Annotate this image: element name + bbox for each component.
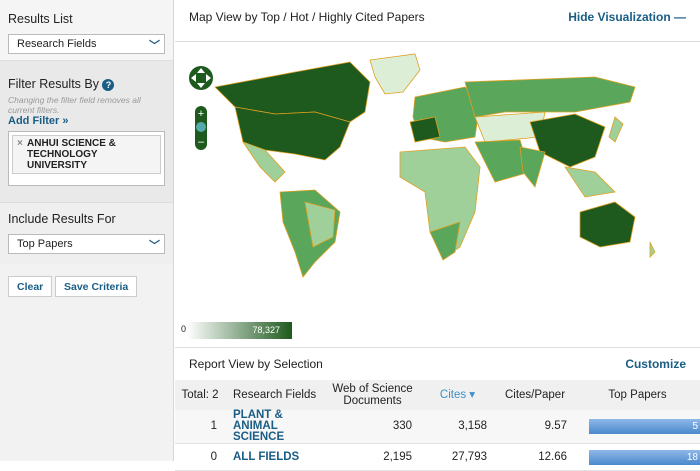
remove-icon[interactable]: × (17, 138, 23, 149)
col-cites[interactable]: Cites ▾ (420, 380, 495, 410)
divider (175, 41, 700, 42)
row-cites: 3,158 (420, 410, 495, 444)
include-label: Include Results For (8, 212, 116, 226)
top-papers-bar: 5 (589, 419, 700, 434)
report-title: Report View by Selection (189, 357, 323, 371)
legend-bar: 78,327 (187, 322, 292, 339)
legend-max: 78,327 (252, 325, 280, 335)
results-list-select[interactable]: Research Fields ﹀ (8, 34, 165, 54)
row-rank: 1 (175, 410, 225, 444)
clear-button[interactable]: Clear (8, 276, 53, 297)
filter-note: Changing the filter field removes all cu… (8, 95, 141, 115)
customize-link[interactable]: Customize (625, 357, 686, 371)
filter-box: × ANHUI SCIENCE & TECHNOLOGY UNIVERSITY (8, 131, 165, 186)
minus-icon: — (674, 10, 686, 24)
globe-icon (196, 122, 206, 132)
add-filter-link[interactable]: Add Filter » (8, 115, 69, 127)
row-cpp: 12.66 (495, 443, 575, 471)
col-documents[interactable]: Web of Science Documents (325, 380, 420, 410)
top-papers-value: 18 (686, 451, 698, 463)
main: Map View by Top / Hot / Highly Cited Pap… (175, 0, 700, 471)
map-mexico (241, 141, 286, 183)
col-cites-per-paper[interactable]: Cites/Paper (495, 380, 575, 410)
zoom-in-icon: + (198, 108, 204, 120)
results-list-value: Research Fields (17, 38, 97, 50)
map-japan (608, 116, 624, 143)
map-title: Map View by Top / Hot / Highly Cited Pap… (189, 10, 425, 24)
results-list-section: Results List Research Fields ﹀ (0, 0, 173, 60)
filter-chip: × ANHUI SCIENCE & TECHNOLOGY UNIVERSITY (12, 135, 161, 174)
table-row: 0 ALL FIELDS 2,195 27,793 12.66 18 (175, 443, 700, 471)
map-southeast-asia (564, 166, 616, 198)
map-western-europe (409, 116, 441, 143)
question-circle-icon[interactable]: ? (102, 79, 115, 91)
map-southern-africa (429, 221, 461, 261)
col-research-fields[interactable]: Research Fields (225, 380, 325, 410)
include-section: Include Results For Top Papers ﹀ (0, 202, 173, 264)
chevron-down-icon: ﹀ (149, 240, 160, 252)
row-field-link[interactable]: ALL FIELDS (225, 443, 325, 471)
include-value: Top Papers (17, 238, 73, 250)
hide-visualization-link[interactable]: Hide Visualization — (568, 10, 686, 24)
zoom-out-icon: – (198, 136, 205, 148)
results-list-label: Results List (8, 12, 73, 26)
filter-label: Filter Results By (8, 77, 99, 91)
sidebar: Results List Research Fields ﹀ Filter Res… (0, 0, 174, 461)
save-criteria-button[interactable]: Save Criteria (55, 276, 138, 297)
table-row: 1 PLANT & ANIMAL SCIENCE 330 3,158 9.57 … (175, 409, 700, 444)
col-top-papers[interactable]: Top Papers (575, 380, 700, 410)
report-table: Total: 2 Research Fields Web of Science … (175, 380, 700, 471)
row-cites: 27,793 (420, 443, 495, 471)
world-map[interactable]: + – (175, 42, 700, 342)
legend-min: 0 (181, 324, 187, 334)
include-select[interactable]: Top Papers ﹀ (8, 234, 165, 254)
map-australia (579, 201, 636, 248)
top-papers-value: 5 (692, 421, 698, 432)
map-new-zealand (649, 241, 656, 258)
map-greenland (369, 53, 421, 95)
row-docs: 330 (325, 410, 420, 444)
map-brazil (304, 201, 336, 248)
filter-chip-label: ANHUI SCIENCE & TECHNOLOGY UNIVERSITY (27, 138, 116, 171)
hide-visualization-label: Hide Visualization (568, 10, 671, 24)
map-russia (464, 76, 636, 118)
map-pan-control[interactable] (189, 66, 213, 90)
row-cpp: 9.57 (495, 410, 575, 444)
col-total: Total: 2 (175, 380, 225, 410)
map-india (519, 146, 546, 188)
chevron-down-icon: ﹀ (149, 40, 160, 52)
filter-section: Filter Results By ? Changing the filter … (0, 60, 173, 202)
divider (175, 347, 700, 348)
row-docs: 2,195 (325, 443, 420, 471)
row-rank: 0 (175, 443, 225, 471)
top-papers-bar: 18 (589, 449, 700, 465)
table-header: Total: 2 Research Fields Web of Science … (175, 380, 700, 410)
row-field-link[interactable]: PLANT & ANIMAL SCIENCE (225, 409, 325, 444)
